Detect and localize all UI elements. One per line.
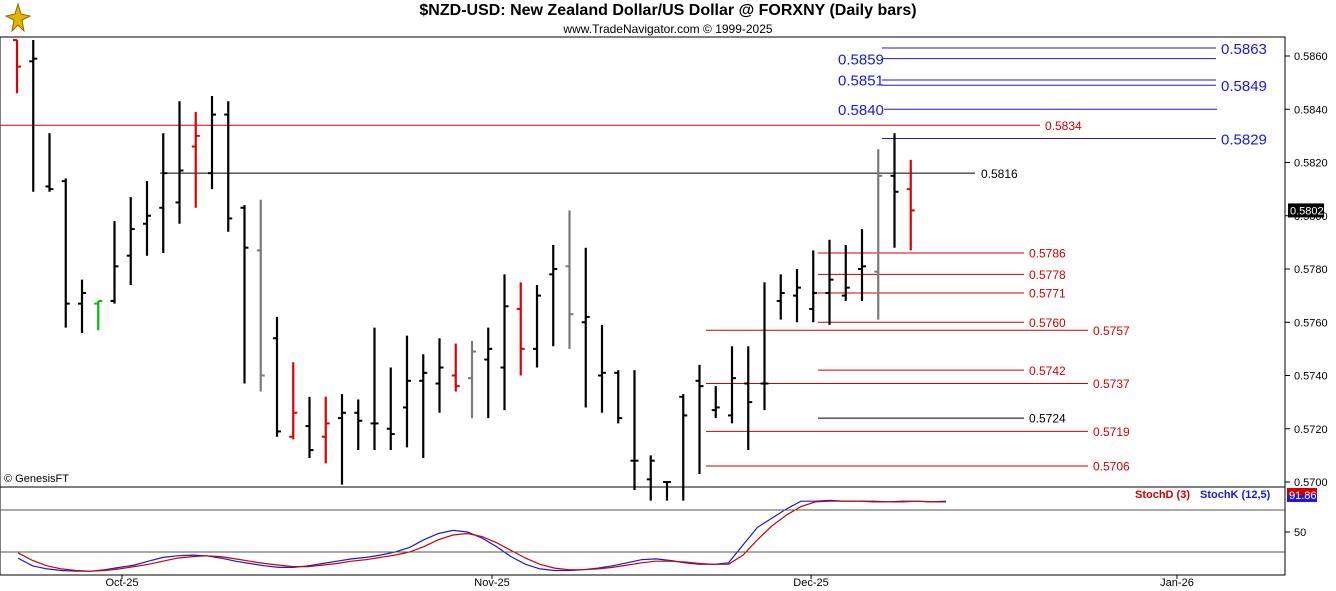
stoch-last-value: 91.86 [1289, 490, 1317, 502]
price-tick-label: 0.5780 [1294, 264, 1328, 276]
level-label: 0.5863 [1221, 41, 1267, 58]
last-price-bg [1288, 203, 1324, 218]
copyright-label: © GenesisFT [4, 473, 69, 485]
level-label: 0.5816 [981, 167, 1018, 181]
level-label: 0.5757 [1093, 324, 1130, 338]
level-label: 0.5859 [838, 51, 884, 68]
stochd-line [17, 500, 946, 572]
stochd-legend: StochD (3) [1135, 489, 1190, 501]
level-label: 0.5737 [1093, 377, 1130, 391]
chart-title: $NZD-USD: New Zealand Dollar/US Dollar @… [419, 2, 917, 19]
level-label: 0.5834 [1045, 119, 1082, 133]
price-tick-label: 0.5760 [1294, 317, 1328, 329]
price-tick-label: 0.5720 [1294, 424, 1328, 436]
stochk-line [17, 499, 947, 572]
level-label: 0.5778 [1029, 268, 1066, 282]
level-label: 0.5849 [1221, 78, 1267, 95]
level-label: 0.5851 [838, 73, 884, 90]
level-label: 0.5706 [1093, 460, 1130, 474]
level-label: 0.5719 [1093, 425, 1130, 439]
level-label: 0.5840 [838, 102, 884, 119]
price-tick-label: 0.5740 [1294, 371, 1328, 383]
x-tick-label: Nov-25 [474, 577, 509, 589]
last-price-label: 0.5802 [1290, 205, 1324, 217]
level-label: 0.5724 [1029, 412, 1066, 426]
level-label: 0.5829 [1221, 131, 1267, 148]
price-tick-label: 0.5700 [1294, 477, 1328, 489]
level-label: 0.5786 [1029, 247, 1066, 261]
chart-subtitle: www.TradeNavigator.com © 1999-2025 [563, 22, 773, 36]
price-tick-label: 0.5820 [1294, 158, 1328, 170]
price-tick-label: 0.5840 [1294, 104, 1328, 116]
stochk-legend: StochK (12,5) [1200, 489, 1271, 501]
level-label: 0.5760 [1029, 316, 1066, 330]
level-label: 0.5742 [1029, 364, 1066, 378]
price-tick-label: 0.5860 [1294, 51, 1328, 63]
x-tick-label: Oct-25 [105, 577, 138, 589]
x-tick-label: Dec-25 [793, 577, 828, 589]
trade-navigator-logo-icon [4, 2, 32, 33]
level-label: 0.5771 [1029, 287, 1066, 301]
x-tick-label: Jan-26 [1160, 577, 1194, 589]
stoch-last-bg-top [1287, 488, 1317, 495]
stoch-axis-label: 50 [1294, 527, 1306, 539]
